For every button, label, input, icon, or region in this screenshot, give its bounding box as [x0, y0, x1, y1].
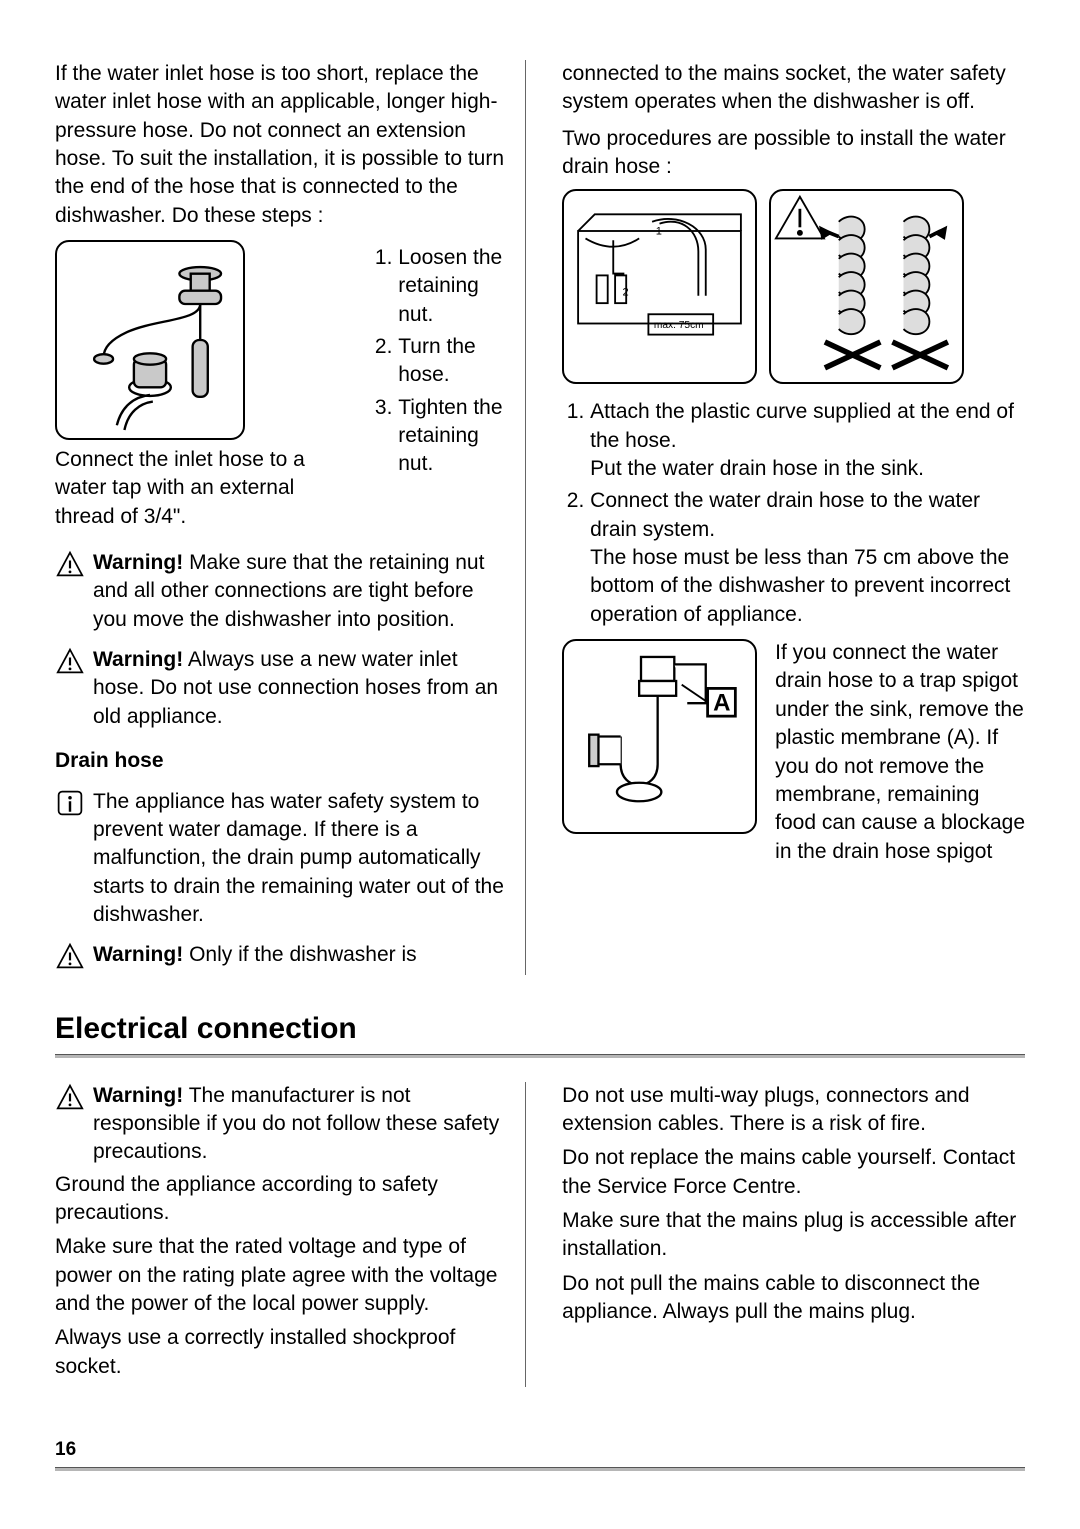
warning-label: Warning!	[93, 648, 183, 671]
label-max: max. 75cm	[654, 321, 704, 332]
info-1-body: The appliance has water safety system to…	[93, 790, 504, 926]
elec-left-p2: Make sure that the rated voltage and typ…	[55, 1233, 507, 1318]
step-1: Loosen the retaining nut.	[398, 244, 507, 329]
elec-right-p4: Do not pull the mains cable to disconnec…	[562, 1270, 1025, 1327]
drain-step-2: Connect the water drain hose to the wate…	[590, 487, 1025, 629]
tap-illustration	[60, 245, 240, 435]
page-number: 16	[55, 1437, 1025, 1463]
fig-coil-warning	[769, 189, 964, 384]
drain-step-2-cont: The hose must be less than 75 cm above t…	[590, 546, 1010, 626]
step-2: Turn the hose.	[398, 333, 507, 390]
warning-icon	[55, 646, 85, 676]
warning-2: Warning! Always use a new water inlet ho…	[55, 646, 507, 731]
drain-step-1-cont: Put the water drain hose in the sink.	[590, 457, 924, 480]
fig1-caption: Connect the inlet hose to a water tap wi…	[55, 446, 352, 531]
right-p2: Two procedures are possible to install t…	[562, 125, 1025, 182]
fig-trap: A	[562, 639, 757, 834]
warning-1: Warning! Make sure that the retaining nu…	[55, 549, 507, 634]
drain-step-1: Attach the plastic curve supplied at the…	[590, 398, 1025, 483]
intro-paragraph: If the water inlet hose is too short, re…	[55, 60, 507, 230]
elec-left-p1: Ground the appliance according to safety…	[55, 1171, 507, 1228]
warning-3: Warning! Only if the dishwasher is	[55, 941, 507, 971]
drain-step-1-lead: Attach the plastic curve supplied at the…	[590, 400, 1014, 451]
electrical-left: Warning! The manufacturer is not respons…	[55, 1082, 526, 1387]
right-p1: connected to the mains socket, the water…	[562, 60, 1025, 117]
electrical-warning-text: Warning! The manufacturer is not respons…	[93, 1082, 507, 1167]
trap-label-a: A	[713, 690, 730, 717]
info-1-text: The appliance has water safety system to…	[93, 788, 507, 930]
warning-2-text: Warning! Always use a new water inlet ho…	[93, 646, 507, 731]
info-1: The appliance has water safety system to…	[55, 788, 507, 930]
warning-label: Warning!	[93, 551, 183, 574]
drain-heading: Drain hose	[55, 747, 507, 775]
elec-right-p2: Do not replace the mains cable yourself.…	[562, 1144, 1025, 1201]
coil-illustration	[774, 194, 959, 379]
inlet-steps: Loosen the retaining nut. Turn the hose.…	[370, 244, 507, 483]
fig1-block: Connect the inlet hose to a water tap wi…	[55, 240, 352, 537]
section-rule	[55, 1054, 1025, 1058]
warning-label: Warning!	[93, 1084, 183, 1107]
electrical-heading: Electrical connection	[55, 1009, 1025, 1050]
sink-illustration: 1 2 max. 75cm	[567, 194, 752, 379]
elec-right-p3: Make sure that the mains plug is accessi…	[562, 1207, 1025, 1264]
electrical-warning: Warning! The manufacturer is not respons…	[55, 1082, 507, 1167]
fig-sink: 1 2 max. 75cm	[562, 189, 757, 384]
trap-text: If you connect the water drain hose to a…	[775, 639, 1025, 866]
fig-tap	[55, 240, 245, 440]
right-column: connected to the mains socket, the water…	[554, 60, 1025, 975]
drain-figures: 1 2 max. 75cm	[562, 189, 1025, 384]
elec-right-p1: Do not use multi-way plugs, connectors a…	[562, 1082, 1025, 1139]
warning-3-body: Only if the dishwasher is	[189, 943, 417, 966]
warning-icon	[55, 549, 85, 579]
info-icon	[55, 788, 85, 818]
elec-left-p3: Always use a correctly installed shockpr…	[55, 1324, 507, 1381]
electrical-right: Do not use multi-way plugs, connectors a…	[554, 1082, 1025, 1387]
water-section: If the water inlet hose is too short, re…	[55, 60, 1025, 975]
drain-steps: Attach the plastic curve supplied at the…	[562, 398, 1025, 629]
footer-rule	[55, 1467, 1025, 1471]
label-2: 2	[623, 287, 629, 299]
warning-icon	[55, 1082, 85, 1112]
step-3: Tighten the retaining nut.	[398, 394, 507, 479]
warning-icon	[55, 941, 85, 971]
fig1-row: Connect the inlet hose to a water tap wi…	[55, 240, 507, 537]
trap-row: A If you connect the water drain hose to…	[562, 639, 1025, 872]
drain-step-2-lead: Connect the water drain hose to the wate…	[590, 489, 980, 540]
electrical-section: Warning! The manufacturer is not respons…	[55, 1082, 1025, 1387]
label-1: 1	[656, 226, 662, 238]
warning-1-text: Warning! Make sure that the retaining nu…	[93, 549, 507, 634]
trap-illustration: A	[567, 644, 752, 829]
left-column: If the water inlet hose is too short, re…	[55, 60, 526, 975]
warning-label: Warning!	[93, 943, 183, 966]
warning-3-text: Warning! Only if the dishwasher is	[93, 941, 507, 969]
